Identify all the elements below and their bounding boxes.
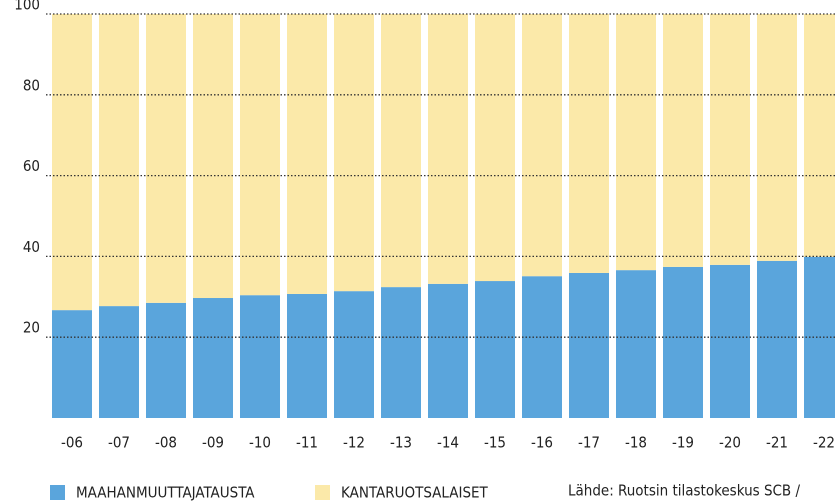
bar-segment — [146, 14, 186, 303]
bar-segment — [569, 272, 609, 418]
bar-segment — [428, 283, 468, 418]
y-tick-label: 60 — [23, 157, 40, 175]
bar-segment — [99, 306, 139, 418]
x-tick-label: -07 — [108, 434, 130, 452]
x-tick-label: -17 — [578, 434, 600, 452]
bar-segment — [663, 14, 703, 267]
bar-segment — [381, 287, 421, 418]
bar-segment — [287, 14, 327, 294]
bar-segment — [52, 310, 92, 418]
x-tick-label: -14 — [437, 434, 459, 452]
bar-segment — [381, 14, 421, 288]
bar-segment — [710, 14, 750, 265]
bar-segment — [616, 270, 656, 418]
y-tick-label: 100 — [14, 0, 40, 14]
x-tick-label: -11 — [296, 434, 318, 452]
bar-segment — [710, 264, 750, 418]
x-tick-label: -06 — [61, 434, 83, 452]
y-tick-label: 20 — [23, 319, 40, 337]
x-tick-label: -08 — [155, 434, 177, 452]
bar-segment — [334, 14, 374, 292]
x-tick-label: -22 — [813, 434, 835, 452]
legend-label: KANTARUOTSALAISET — [341, 484, 489, 502]
legend-swatch — [315, 485, 330, 500]
legend-swatch — [50, 485, 65, 500]
bar-segment — [240, 14, 280, 296]
y-tick-label: 80 — [23, 76, 40, 94]
source: Lähde: Ruotsin tilastokeskus SCB / — [568, 482, 800, 500]
x-tick-label: -18 — [625, 434, 647, 452]
x-tick-label: -20 — [719, 434, 741, 452]
x-tick-label: -15 — [484, 434, 506, 452]
bar-segment — [193, 14, 233, 299]
x-tick-label: -13 — [390, 434, 412, 452]
bar-segment — [522, 276, 562, 418]
bar-segment — [804, 14, 835, 257]
bar-segment — [757, 14, 797, 261]
bar-segment — [146, 302, 186, 418]
y-tick-label: 40 — [23, 238, 40, 256]
bar-segment — [240, 295, 280, 418]
bar-segment — [475, 14, 515, 282]
bar-segment — [616, 14, 656, 271]
x-tick-label: -12 — [343, 434, 365, 452]
bar-segment — [193, 298, 233, 418]
bar-segment — [52, 14, 92, 311]
x-tick-label: -16 — [531, 434, 553, 452]
bar-segment — [334, 291, 374, 418]
bar-segment — [757, 260, 797, 418]
bar-segment — [522, 14, 562, 277]
legend-label: MAAHANMUUTTAJATAUSTA — [76, 484, 255, 502]
x-tick-label: -21 — [766, 434, 788, 452]
x-tick-label: -19 — [672, 434, 694, 452]
bar-segment — [428, 14, 468, 284]
x-tick-label: -10 — [249, 434, 271, 452]
bar-segment — [287, 293, 327, 418]
bar-segment — [663, 266, 703, 418]
bar-segment — [569, 14, 609, 273]
bar-segment — [475, 281, 515, 418]
bar-segment — [99, 14, 139, 307]
x-tick-label: -09 — [202, 434, 224, 452]
